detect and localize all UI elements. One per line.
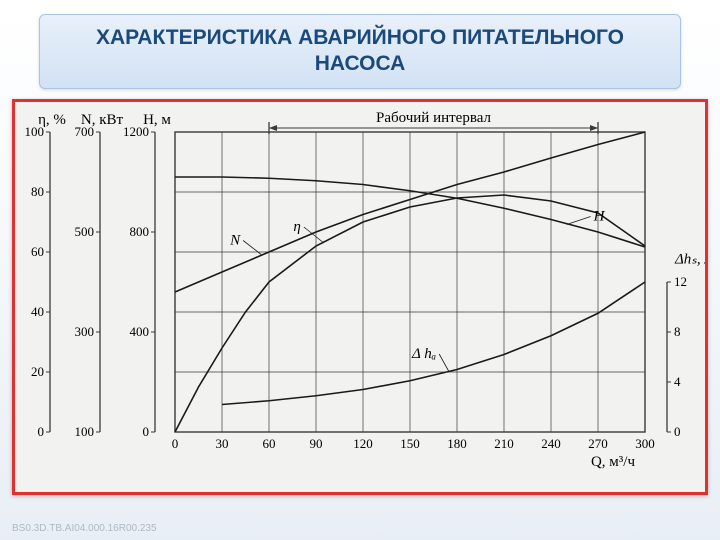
svg-text:H, м: H, м [143,112,171,128]
slide-title: ХАРАКТЕРИСТИКА АВАРИЙНОГО ПИТАТЕЛЬНОГО Н… [39,14,681,89]
svg-text:90: 90 [310,436,323,451]
svg-text:120: 120 [353,436,373,451]
svg-text:60: 60 [263,436,276,451]
chart-frame: 0306090120150180210240270300Q, м³/ч02040… [12,99,708,495]
svg-text:8: 8 [674,324,681,339]
svg-text:300: 300 [75,324,95,339]
svg-text:150: 150 [400,436,420,451]
svg-text:0: 0 [38,424,45,439]
svg-text:η, %: η, % [38,112,66,128]
svg-text:210: 210 [494,436,514,451]
svg-text:12: 12 [674,274,687,289]
svg-text:30: 30 [216,436,229,451]
svg-text:80: 80 [31,184,44,199]
svg-text:100: 100 [75,424,95,439]
svg-text:300: 300 [635,436,655,451]
svg-text:Δ hₐ: Δ hₐ [411,346,436,362]
svg-text:40: 40 [31,304,44,319]
svg-text:N, кВт: N, кВт [81,112,124,128]
svg-text:η: η [293,219,300,235]
svg-text:270: 270 [588,436,608,451]
svg-text:Рабочий интервал: Рабочий интервал [376,110,492,126]
svg-text:0: 0 [143,424,150,439]
svg-text:N: N [229,232,241,248]
svg-text:800: 800 [130,224,150,239]
pump-characteristic-chart: 0306090120150180210240270300Q, м³/ч02040… [15,102,705,486]
svg-text:400: 400 [130,324,150,339]
svg-text:Q, м³/ч: Q, м³/ч [591,454,635,470]
svg-text:20: 20 [31,364,44,379]
svg-text:180: 180 [447,436,467,451]
svg-text:500: 500 [75,224,95,239]
svg-text:4: 4 [674,374,681,389]
svg-text:H: H [593,208,606,224]
footer-code: BS0.3D.TB.AI04.000.16R00.235 [12,523,157,534]
svg-text:0: 0 [172,436,179,451]
svg-text:240: 240 [541,436,561,451]
svg-text:0: 0 [674,424,681,439]
svg-text:60: 60 [31,244,44,259]
svg-text:Δhₛ, м: Δhₛ, м [674,251,705,267]
